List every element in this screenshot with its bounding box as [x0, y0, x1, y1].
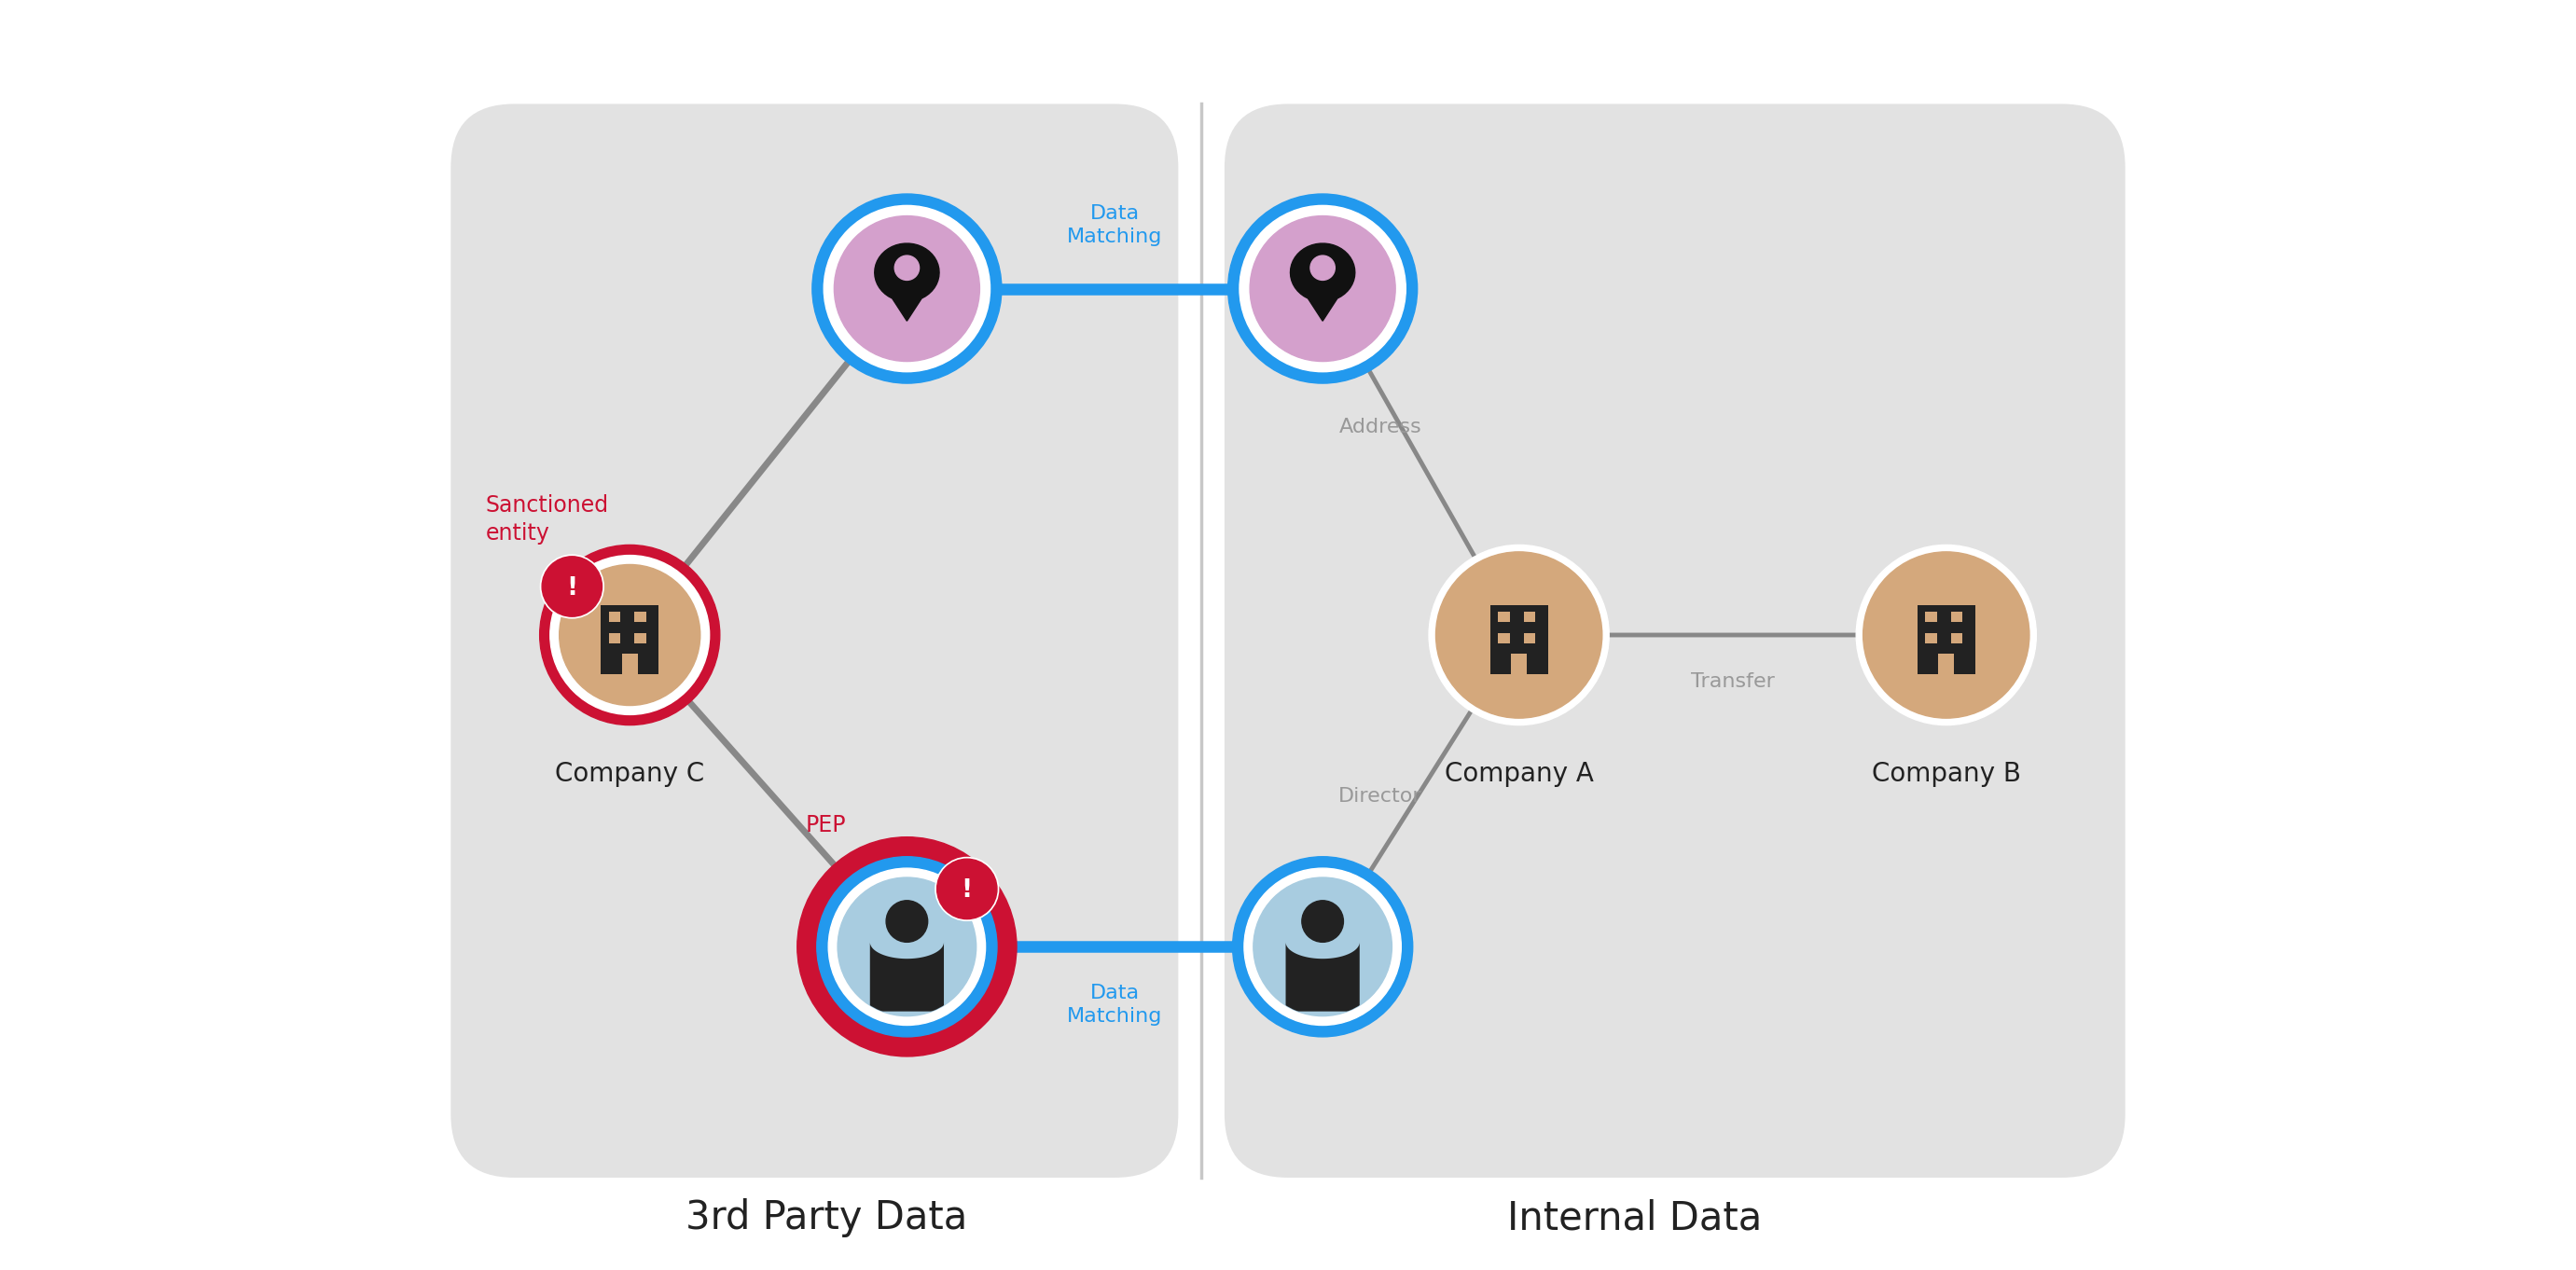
- Circle shape: [835, 216, 979, 362]
- Circle shape: [1244, 869, 1401, 1025]
- Polygon shape: [876, 244, 940, 321]
- Circle shape: [811, 194, 1002, 384]
- Circle shape: [938, 859, 997, 919]
- Polygon shape: [1285, 942, 1360, 1011]
- Polygon shape: [871, 942, 943, 1011]
- FancyBboxPatch shape: [1950, 634, 1963, 644]
- Circle shape: [551, 555, 708, 715]
- Circle shape: [1430, 545, 1610, 725]
- Circle shape: [1255, 878, 1391, 1016]
- FancyBboxPatch shape: [1489, 605, 1548, 674]
- Text: Company B: Company B: [1873, 761, 2020, 786]
- Circle shape: [1311, 255, 1334, 281]
- Text: !: !: [567, 577, 577, 601]
- Circle shape: [886, 900, 927, 942]
- FancyBboxPatch shape: [1924, 612, 1937, 622]
- Circle shape: [541, 556, 603, 616]
- Polygon shape: [1291, 244, 1355, 321]
- Circle shape: [894, 255, 920, 281]
- Circle shape: [541, 545, 719, 725]
- FancyBboxPatch shape: [1499, 634, 1510, 644]
- Circle shape: [829, 869, 987, 1025]
- Circle shape: [1435, 552, 1602, 718]
- FancyBboxPatch shape: [1937, 654, 1955, 674]
- Circle shape: [1239, 206, 1406, 372]
- Text: Data
Matching: Data Matching: [1066, 204, 1162, 246]
- Circle shape: [1249, 216, 1396, 362]
- FancyBboxPatch shape: [608, 612, 621, 622]
- Text: Address: Address: [1340, 418, 1422, 437]
- Text: !: !: [961, 879, 974, 903]
- FancyBboxPatch shape: [1522, 612, 1535, 622]
- Circle shape: [824, 206, 989, 372]
- Text: Internal Data: Internal Data: [1507, 1199, 1762, 1238]
- FancyBboxPatch shape: [600, 605, 659, 674]
- FancyBboxPatch shape: [608, 634, 621, 644]
- Text: Transfer: Transfer: [1690, 672, 1775, 691]
- FancyBboxPatch shape: [1924, 634, 1937, 644]
- Circle shape: [817, 857, 997, 1036]
- Text: Company C: Company C: [554, 761, 703, 786]
- FancyBboxPatch shape: [634, 612, 647, 622]
- Circle shape: [796, 837, 1018, 1057]
- Text: Director: Director: [1340, 787, 1422, 806]
- Circle shape: [837, 878, 976, 1016]
- FancyBboxPatch shape: [621, 654, 639, 674]
- Text: Sanctioned
entity: Sanctioned entity: [484, 494, 608, 545]
- FancyBboxPatch shape: [1522, 634, 1535, 644]
- Text: Company A: Company A: [1445, 761, 1595, 786]
- FancyBboxPatch shape: [1917, 605, 1976, 674]
- Circle shape: [1229, 194, 1417, 384]
- Circle shape: [559, 565, 701, 705]
- Circle shape: [1862, 552, 2030, 718]
- Circle shape: [1301, 900, 1345, 942]
- FancyBboxPatch shape: [1950, 612, 1963, 622]
- Circle shape: [1857, 545, 2035, 725]
- FancyBboxPatch shape: [634, 634, 647, 644]
- FancyBboxPatch shape: [1499, 612, 1510, 622]
- FancyBboxPatch shape: [1224, 104, 2125, 1177]
- FancyBboxPatch shape: [451, 104, 1177, 1177]
- Text: Data
Matching: Data Matching: [1066, 983, 1162, 1025]
- Text: 3rd Party Data: 3rd Party Data: [685, 1199, 966, 1238]
- FancyBboxPatch shape: [1512, 654, 1528, 674]
- Circle shape: [1231, 857, 1412, 1036]
- Text: PEP: PEP: [806, 814, 848, 837]
